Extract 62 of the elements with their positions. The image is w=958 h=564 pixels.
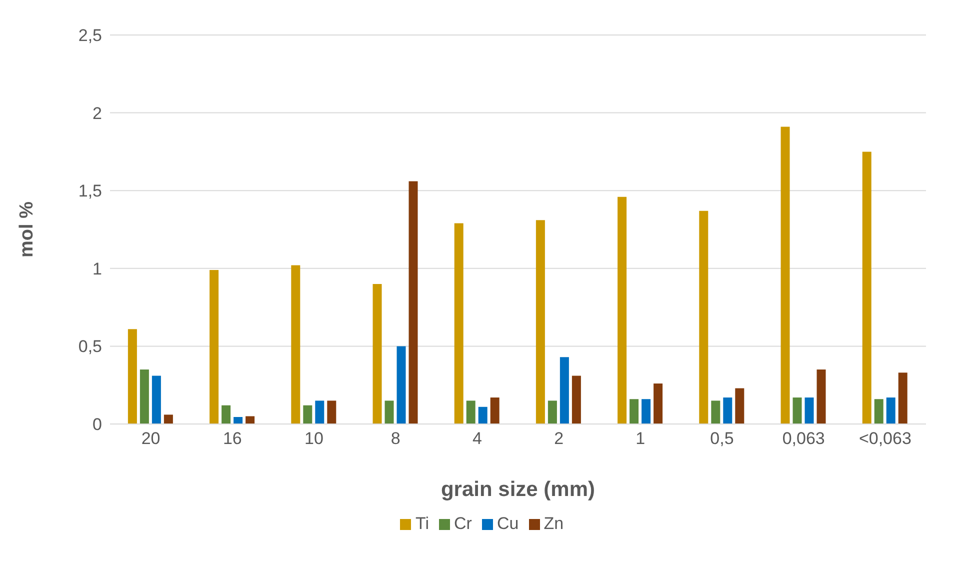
bar: [780, 126, 790, 424]
bar: [140, 370, 149, 424]
bar: [478, 406, 488, 424]
bar: [723, 398, 732, 424]
x-axis-title: grain size (mm): [440, 478, 596, 501]
x-tick-label: 4: [472, 429, 482, 448]
x-tick-label: 16: [222, 429, 242, 448]
bar: [246, 416, 255, 424]
bar: [735, 388, 744, 424]
bar: [303, 405, 312, 424]
y-tick-label: 2: [92, 104, 102, 123]
bar: [128, 329, 137, 424]
bar: [816, 370, 826, 424]
legend-label: Cr: [454, 514, 472, 533]
bar: [898, 372, 908, 424]
y-tick-label: 0,5: [78, 337, 102, 356]
legend-label: Zn: [544, 514, 564, 533]
bar: [536, 220, 545, 424]
bar: [654, 384, 663, 424]
y-axis-title: mol %: [16, 201, 38, 258]
x-tick-label: 10: [304, 429, 324, 448]
bar: [792, 398, 802, 424]
legend-label: Ti: [415, 514, 429, 533]
y-tick-label: 2,5: [78, 26, 102, 46]
bar: [234, 417, 243, 424]
bar: [222, 405, 231, 424]
legend-label: Cu: [496, 514, 519, 533]
bar: [618, 196, 627, 424]
bar: [572, 376, 581, 424]
bar: [711, 400, 720, 424]
y-tick-label: 1,5: [78, 182, 102, 201]
y-tick-label: 1: [92, 259, 102, 278]
bar: [384, 400, 394, 424]
bar: [164, 414, 173, 424]
x-tick-label: 1: [636, 429, 646, 448]
bar: [315, 400, 324, 424]
x-tick-label: 0,5: [710, 429, 734, 448]
bar: [862, 152, 872, 424]
bar: [490, 398, 500, 424]
x-tick-label: <0,063: [858, 429, 912, 448]
y-tick-label: 0: [92, 415, 102, 434]
bar: [327, 400, 336, 424]
bar: [210, 270, 219, 424]
bar: [642, 399, 651, 424]
x-tick-label: 20: [141, 429, 160, 448]
bar: [886, 398, 896, 424]
bar: [804, 398, 814, 424]
bar: [152, 376, 161, 424]
bar: [454, 223, 464, 424]
bar: [396, 346, 406, 424]
bar: [466, 400, 476, 424]
bar: [408, 181, 418, 424]
x-tick-label: 0,063: [782, 429, 825, 448]
bar: [874, 399, 884, 424]
x-tick-label: 8: [390, 429, 400, 448]
bar: [548, 400, 557, 424]
x-tick-label: 2: [554, 429, 564, 448]
bar: [291, 265, 300, 424]
bar: [560, 357, 569, 424]
bar: [630, 399, 639, 424]
bar: [372, 284, 382, 424]
bar: [699, 210, 708, 424]
